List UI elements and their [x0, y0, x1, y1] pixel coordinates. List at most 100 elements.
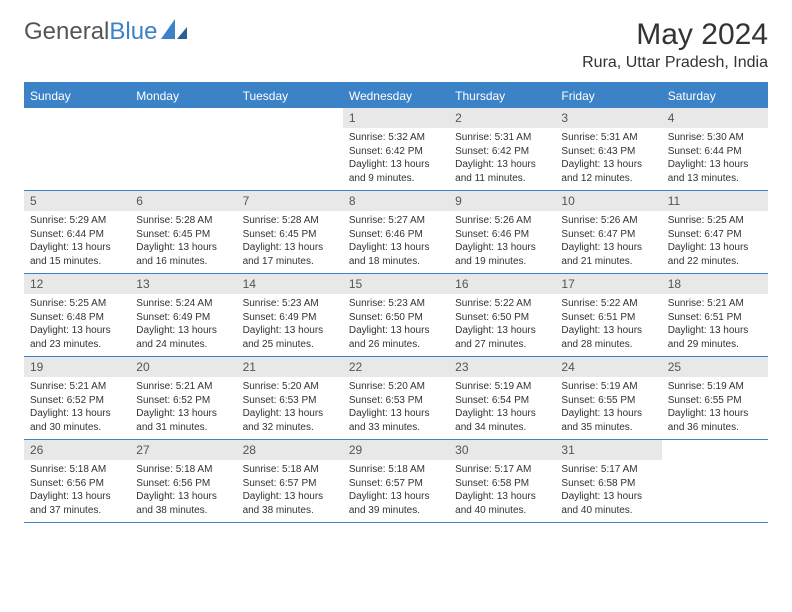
day-data: Sunrise: 5:19 AMSunset: 6:54 PMDaylight:…	[449, 377, 555, 439]
day-number: 17	[555, 274, 661, 294]
daylight-line: Daylight: 13 hours and 23 minutes.	[30, 324, 124, 351]
day-cell: 5Sunrise: 5:29 AMSunset: 6:44 PMDaylight…	[24, 191, 130, 273]
day-number: 16	[449, 274, 555, 294]
week-row: 26Sunrise: 5:18 AMSunset: 6:56 PMDayligh…	[24, 440, 768, 523]
day-data: Sunrise: 5:20 AMSunset: 6:53 PMDaylight:…	[237, 377, 343, 439]
sunrise-line: Sunrise: 5:18 AM	[136, 463, 230, 477]
day-number: 15	[343, 274, 449, 294]
daylight-line: Daylight: 13 hours and 40 minutes.	[455, 490, 549, 517]
day-cell: 23Sunrise: 5:19 AMSunset: 6:54 PMDayligh…	[449, 357, 555, 439]
day-number: 13	[130, 274, 236, 294]
calendar: SundayMondayTuesdayWednesdayThursdayFrid…	[24, 82, 768, 523]
day-data: Sunrise: 5:22 AMSunset: 6:51 PMDaylight:…	[555, 294, 661, 356]
day-data: Sunrise: 5:17 AMSunset: 6:58 PMDaylight:…	[449, 460, 555, 522]
day-number: 9	[449, 191, 555, 211]
day-data: Sunrise: 5:28 AMSunset: 6:45 PMDaylight:…	[130, 211, 236, 273]
sunset-line: Sunset: 6:48 PM	[30, 311, 124, 325]
day-number: 1	[343, 108, 449, 128]
day-data: Sunrise: 5:21 AMSunset: 6:52 PMDaylight:…	[24, 377, 130, 439]
sunset-line: Sunset: 6:46 PM	[455, 228, 549, 242]
daylight-line: Daylight: 13 hours and 28 minutes.	[561, 324, 655, 351]
day-data: Sunrise: 5:31 AMSunset: 6:42 PMDaylight:…	[449, 128, 555, 190]
day-data: Sunrise: 5:21 AMSunset: 6:51 PMDaylight:…	[662, 294, 768, 356]
day-number: 21	[237, 357, 343, 377]
sunset-line: Sunset: 6:45 PM	[136, 228, 230, 242]
sunset-line: Sunset: 6:53 PM	[349, 394, 443, 408]
day-cell: 31Sunrise: 5:17 AMSunset: 6:58 PMDayligh…	[555, 440, 661, 522]
daylight-line: Daylight: 13 hours and 12 minutes.	[561, 158, 655, 185]
day-cell: 13Sunrise: 5:24 AMSunset: 6:49 PMDayligh…	[130, 274, 236, 356]
day-number: 5	[24, 191, 130, 211]
sunset-line: Sunset: 6:42 PM	[349, 145, 443, 159]
daylight-line: Daylight: 13 hours and 16 minutes.	[136, 241, 230, 268]
sunset-line: Sunset: 6:50 PM	[349, 311, 443, 325]
day-number: 6	[130, 191, 236, 211]
daylight-line: Daylight: 13 hours and 39 minutes.	[349, 490, 443, 517]
day-number: 3	[555, 108, 661, 128]
sunset-line: Sunset: 6:46 PM	[349, 228, 443, 242]
day-cell: 2Sunrise: 5:31 AMSunset: 6:42 PMDaylight…	[449, 108, 555, 190]
day-number: 8	[343, 191, 449, 211]
day-data: Sunrise: 5:30 AMSunset: 6:44 PMDaylight:…	[662, 128, 768, 190]
day-header-cell: Monday	[130, 84, 236, 108]
day-data: Sunrise: 5:27 AMSunset: 6:46 PMDaylight:…	[343, 211, 449, 273]
day-cell: 28Sunrise: 5:18 AMSunset: 6:57 PMDayligh…	[237, 440, 343, 522]
day-data: Sunrise: 5:23 AMSunset: 6:49 PMDaylight:…	[237, 294, 343, 356]
day-cell: 30Sunrise: 5:17 AMSunset: 6:58 PMDayligh…	[449, 440, 555, 522]
day-number: 4	[662, 108, 768, 128]
day-header-cell: Friday	[555, 84, 661, 108]
location: Rura, Uttar Pradesh, India	[582, 54, 768, 72]
sunset-line: Sunset: 6:53 PM	[243, 394, 337, 408]
day-number: 27	[130, 440, 236, 460]
sunrise-line: Sunrise: 5:25 AM	[30, 297, 124, 311]
day-header-cell: Sunday	[24, 84, 130, 108]
day-cell: 25Sunrise: 5:19 AMSunset: 6:55 PMDayligh…	[662, 357, 768, 439]
daylight-line: Daylight: 13 hours and 30 minutes.	[30, 407, 124, 434]
day-cell: 16Sunrise: 5:22 AMSunset: 6:50 PMDayligh…	[449, 274, 555, 356]
day-data: Sunrise: 5:23 AMSunset: 6:50 PMDaylight:…	[343, 294, 449, 356]
day-data: Sunrise: 5:18 AMSunset: 6:56 PMDaylight:…	[130, 460, 236, 522]
sunrise-line: Sunrise: 5:31 AM	[561, 131, 655, 145]
sunrise-line: Sunrise: 5:25 AM	[668, 214, 762, 228]
logo-text-general: General	[24, 18, 109, 45]
sunrise-line: Sunrise: 5:30 AM	[668, 131, 762, 145]
day-data: Sunrise: 5:18 AMSunset: 6:57 PMDaylight:…	[237, 460, 343, 522]
sunrise-line: Sunrise: 5:18 AM	[30, 463, 124, 477]
day-number: 7	[237, 191, 343, 211]
day-cell: ..	[237, 108, 343, 190]
sunset-line: Sunset: 6:47 PM	[668, 228, 762, 242]
weeks-container: ......1Sunrise: 5:32 AMSunset: 6:42 PMDa…	[24, 108, 768, 523]
day-data: Sunrise: 5:19 AMSunset: 6:55 PMDaylight:…	[662, 377, 768, 439]
day-cell: 24Sunrise: 5:19 AMSunset: 6:55 PMDayligh…	[555, 357, 661, 439]
sunset-line: Sunset: 6:57 PM	[243, 477, 337, 491]
sunrise-line: Sunrise: 5:18 AM	[243, 463, 337, 477]
day-data: Sunrise: 5:28 AMSunset: 6:45 PMDaylight:…	[237, 211, 343, 273]
day-header-cell: Saturday	[662, 84, 768, 108]
sunrise-line: Sunrise: 5:26 AM	[455, 214, 549, 228]
header: GeneralBlue May 2024 Rura, Uttar Pradesh…	[24, 18, 768, 72]
sunset-line: Sunset: 6:55 PM	[561, 394, 655, 408]
day-number: 28	[237, 440, 343, 460]
day-number: 26	[24, 440, 130, 460]
week-row: 19Sunrise: 5:21 AMSunset: 6:52 PMDayligh…	[24, 357, 768, 440]
day-cell: 19Sunrise: 5:21 AMSunset: 6:52 PMDayligh…	[24, 357, 130, 439]
sunset-line: Sunset: 6:49 PM	[243, 311, 337, 325]
day-cell: 18Sunrise: 5:21 AMSunset: 6:51 PMDayligh…	[662, 274, 768, 356]
day-cell: 3Sunrise: 5:31 AMSunset: 6:43 PMDaylight…	[555, 108, 661, 190]
daylight-line: Daylight: 13 hours and 34 minutes.	[455, 407, 549, 434]
day-cell: 29Sunrise: 5:18 AMSunset: 6:57 PMDayligh…	[343, 440, 449, 522]
day-cell: 1Sunrise: 5:32 AMSunset: 6:42 PMDaylight…	[343, 108, 449, 190]
daylight-line: Daylight: 13 hours and 29 minutes.	[668, 324, 762, 351]
day-cell: 12Sunrise: 5:25 AMSunset: 6:48 PMDayligh…	[24, 274, 130, 356]
day-header-cell: Wednesday	[343, 84, 449, 108]
day-data: Sunrise: 5:26 AMSunset: 6:46 PMDaylight:…	[449, 211, 555, 273]
logo-text-blue: Blue	[109, 18, 157, 45]
day-cell: 26Sunrise: 5:18 AMSunset: 6:56 PMDayligh…	[24, 440, 130, 522]
day-cell: 20Sunrise: 5:21 AMSunset: 6:52 PMDayligh…	[130, 357, 236, 439]
day-data: Sunrise: 5:29 AMSunset: 6:44 PMDaylight:…	[24, 211, 130, 273]
day-data: Sunrise: 5:25 AMSunset: 6:48 PMDaylight:…	[24, 294, 130, 356]
daylight-line: Daylight: 13 hours and 17 minutes.	[243, 241, 337, 268]
sunrise-line: Sunrise: 5:26 AM	[561, 214, 655, 228]
daylight-line: Daylight: 13 hours and 37 minutes.	[30, 490, 124, 517]
day-number: 14	[237, 274, 343, 294]
